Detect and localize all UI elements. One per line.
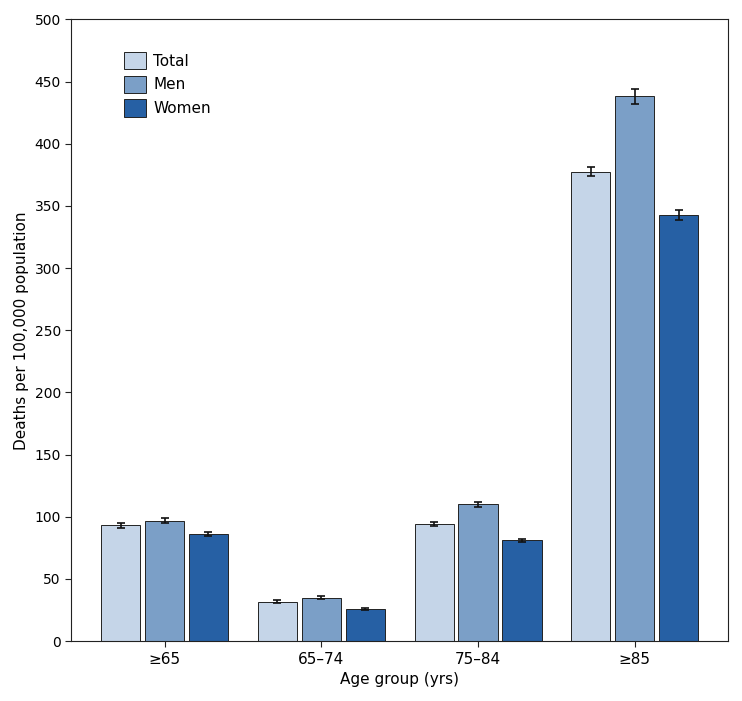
Bar xyxy=(145,521,184,641)
Bar xyxy=(346,608,385,641)
Legend: Total, Men, Women: Total, Men, Women xyxy=(118,46,217,123)
Bar xyxy=(189,534,228,641)
Bar xyxy=(502,540,542,641)
Bar xyxy=(659,215,698,641)
Bar xyxy=(459,504,498,641)
Bar xyxy=(302,598,341,641)
Bar xyxy=(615,97,654,641)
X-axis label: Age group (yrs): Age group (yrs) xyxy=(340,672,459,687)
Y-axis label: Deaths per 100,000 population: Deaths per 100,000 population xyxy=(14,211,29,449)
Bar xyxy=(101,525,140,641)
Bar xyxy=(571,172,611,641)
Bar xyxy=(257,601,297,641)
Bar xyxy=(415,524,454,641)
